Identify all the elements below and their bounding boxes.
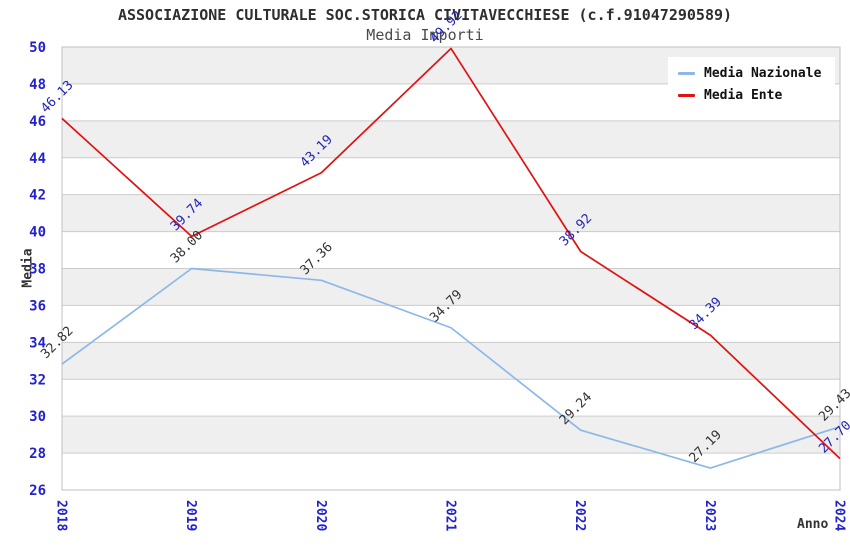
y-tick-label: 28 [29,446,46,462]
y-tick-label: 36 [29,298,46,314]
legend-label-nazionale: Media Nazionale [704,66,822,81]
legend-item-media-ente: Media Ente [678,88,821,103]
y-tick-label: 30 [29,409,46,425]
y-tick-label: 46 [29,114,46,130]
legend-item-media-nazionale: Media Nazionale [678,66,821,81]
x-tick-label: 2024 [832,500,847,531]
y-tick-label: 48 [29,77,46,93]
y-tick-label: 34 [29,335,46,351]
chart-subtitle: Media Importi [366,26,484,44]
y-tick-label: 42 [29,188,46,204]
x-tick-label: 2018 [54,500,69,531]
y-tick-label: 26 [29,483,46,499]
x-tick-label: 2023 [702,500,717,531]
legend-label-ente: Media Ente [704,88,783,103]
x-tick-label: 2020 [313,500,328,531]
chart-title: ASSOCIAZIONE CULTURALE SOC.STORICA CIVIT… [117,6,733,24]
legend-swatch-ente-icon [678,94,695,97]
x-tick-label: 2019 [183,500,198,531]
y-axis-title: Media [20,248,36,288]
y-tick-label: 32 [29,372,46,388]
grid-band [62,268,840,306]
legend: Media Nazionale Media Ente [668,57,836,112]
x-axis-title: Anno [797,517,829,532]
point-label-media-nazionale: 38.00 [168,228,206,266]
point-label-media-ente: 49.92 [427,8,465,46]
x-tick-label: 2021 [443,500,458,531]
grid-band [62,120,840,158]
y-tick-label: 44 [29,151,46,167]
grid-band [62,416,840,454]
grid-band [62,194,840,232]
y-tick-label: 40 [29,225,46,241]
grid-band [62,342,840,380]
series-line-media-ente [61,47,841,460]
y-tick-label: 50 [29,40,46,56]
plot-border [61,46,841,491]
series-line-media-nazionale [61,267,841,469]
legend-swatch-nazionale-icon [678,72,695,75]
y-tick-label: 38 [29,262,46,278]
x-tick-label: 2022 [572,500,587,531]
